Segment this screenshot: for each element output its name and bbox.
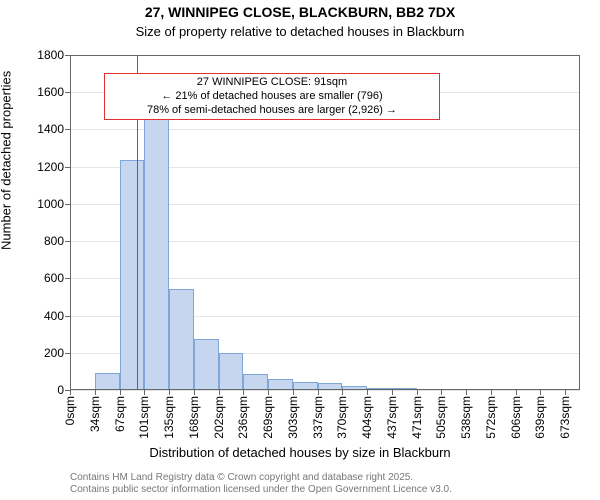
x-tick-mark bbox=[491, 390, 492, 395]
y-tick-label: 800 bbox=[44, 234, 64, 248]
histogram-bar bbox=[367, 388, 392, 390]
x-tick-mark bbox=[95, 390, 96, 395]
histogram-bar bbox=[392, 388, 417, 390]
annotation-line: 27 WINNIPEG CLOSE: 91sqm bbox=[111, 76, 433, 90]
histogram-bar bbox=[268, 379, 293, 390]
x-tick-mark bbox=[243, 390, 244, 395]
x-tick-label: 135sqm bbox=[162, 396, 176, 439]
x-tick-mark bbox=[144, 390, 145, 395]
x-tick-label: 202sqm bbox=[212, 396, 226, 439]
x-tick-mark bbox=[565, 390, 566, 395]
chart-container: 27, WINNIPEG CLOSE, BLACKBURN, BB2 7DX S… bbox=[0, 0, 600, 500]
x-tick-label: 538sqm bbox=[459, 396, 473, 439]
histogram-bar bbox=[342, 386, 367, 390]
x-tick-label: 505sqm bbox=[434, 396, 448, 439]
x-tick-label: 269sqm bbox=[261, 396, 275, 439]
annotation-box: 27 WINNIPEG CLOSE: 91sqm← 21% of detache… bbox=[104, 73, 440, 120]
footer-line: Contains public sector information licen… bbox=[70, 484, 452, 496]
x-tick-mark bbox=[318, 390, 319, 395]
histogram-bar bbox=[318, 383, 343, 390]
x-tick-label: 67sqm bbox=[113, 396, 127, 432]
x-tick-label: 572sqm bbox=[484, 396, 498, 439]
y-tick-mark bbox=[65, 204, 70, 205]
histogram-bar bbox=[194, 339, 219, 390]
y-tick-mark bbox=[65, 167, 70, 168]
x-tick-label: 673sqm bbox=[558, 396, 572, 439]
x-tick-label: 370sqm bbox=[335, 396, 349, 439]
histogram-bar bbox=[169, 289, 194, 390]
x-tick-label: 404sqm bbox=[360, 396, 374, 439]
histogram-bar bbox=[243, 374, 268, 390]
x-tick-label: 437sqm bbox=[385, 396, 399, 439]
x-tick-mark bbox=[342, 390, 343, 395]
x-tick-mark bbox=[70, 390, 71, 395]
y-tick-mark bbox=[65, 390, 70, 391]
x-tick-label: 303sqm bbox=[286, 396, 300, 439]
footer: Contains HM Land Registry data © Crown c… bbox=[70, 472, 452, 496]
y-tick-label: 1200 bbox=[37, 160, 64, 174]
x-tick-mark bbox=[219, 390, 220, 395]
x-tick-label: 337sqm bbox=[311, 396, 325, 439]
y-tick-label: 200 bbox=[44, 346, 64, 360]
x-tick-label: 639sqm bbox=[533, 396, 547, 439]
annotation-line: ← 21% of detached houses are smaller (79… bbox=[111, 90, 433, 104]
y-tick-mark bbox=[65, 55, 70, 56]
y-tick-mark bbox=[65, 92, 70, 93]
y-tick-mark bbox=[65, 129, 70, 130]
x-tick-mark bbox=[293, 390, 294, 395]
y-tick-label: 0 bbox=[57, 383, 64, 397]
x-tick-mark bbox=[169, 390, 170, 395]
x-tick-mark bbox=[268, 390, 269, 395]
x-axis-label: Distribution of detached houses by size … bbox=[0, 445, 600, 460]
y-tick-label: 1000 bbox=[37, 197, 64, 211]
x-tick-label: 101sqm bbox=[137, 396, 151, 439]
x-tick-mark bbox=[120, 390, 121, 395]
y-tick-label: 1400 bbox=[37, 122, 64, 136]
chart-subtitle: Size of property relative to detached ho… bbox=[0, 24, 600, 39]
plot-area: 27 WINNIPEG CLOSE: 91sqm← 21% of detache… bbox=[70, 55, 580, 390]
x-tick-mark bbox=[367, 390, 368, 395]
y-tick-label: 1800 bbox=[37, 48, 64, 62]
x-tick-mark bbox=[516, 390, 517, 395]
x-tick-label: 236sqm bbox=[236, 396, 250, 439]
y-tick-label: 1600 bbox=[37, 85, 64, 99]
y-tick-mark bbox=[65, 278, 70, 279]
x-tick-mark bbox=[466, 390, 467, 395]
x-tick-mark bbox=[392, 390, 393, 395]
grid-line bbox=[70, 390, 580, 391]
histogram-bar bbox=[120, 160, 145, 390]
x-tick-mark bbox=[417, 390, 418, 395]
x-tick-label: 606sqm bbox=[509, 396, 523, 439]
y-tick-mark bbox=[65, 353, 70, 354]
y-axis-label: Number of detached properties bbox=[0, 71, 14, 250]
y-tick-label: 400 bbox=[44, 309, 64, 323]
x-tick-label: 34sqm bbox=[88, 396, 102, 432]
x-tick-label: 471sqm bbox=[410, 396, 424, 439]
histogram-bar bbox=[293, 382, 318, 390]
annotation-line: 78% of semi-detached houses are larger (… bbox=[111, 104, 433, 118]
histogram-bar bbox=[219, 353, 244, 390]
y-tick-mark bbox=[65, 241, 70, 242]
x-tick-mark bbox=[540, 390, 541, 395]
histogram-bar bbox=[95, 373, 120, 390]
chart-title: 27, WINNIPEG CLOSE, BLACKBURN, BB2 7DX bbox=[0, 4, 600, 20]
y-tick-label: 600 bbox=[44, 271, 64, 285]
x-tick-label: 0sqm bbox=[63, 396, 77, 425]
footer-line: Contains HM Land Registry data © Crown c… bbox=[70, 472, 452, 484]
y-tick-mark bbox=[65, 316, 70, 317]
x-tick-label: 168sqm bbox=[187, 396, 201, 439]
x-tick-mark bbox=[441, 390, 442, 395]
x-tick-mark bbox=[194, 390, 195, 395]
histogram-bar bbox=[144, 111, 169, 390]
